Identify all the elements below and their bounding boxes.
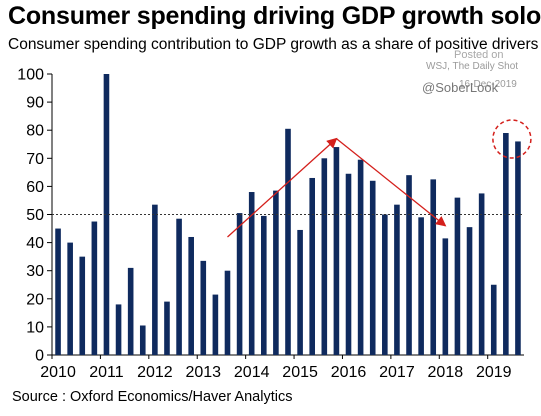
- bar: [188, 236, 194, 355]
- bar: [67, 242, 73, 355]
- y-tick-label: 80: [26, 123, 44, 140]
- bar: [115, 304, 122, 355]
- bar: [79, 256, 86, 355]
- bar: [236, 213, 243, 355]
- x-tick-label: 2014: [234, 364, 270, 381]
- bar: [273, 190, 279, 355]
- x-tick-label: 2012: [137, 364, 173, 381]
- y-tick-label: 40: [26, 235, 44, 252]
- bar: [176, 218, 182, 355]
- y-tick-label: 10: [26, 319, 44, 336]
- bar: [490, 284, 497, 355]
- bar: [309, 177, 316, 355]
- bar: [212, 294, 219, 355]
- bar: [164, 301, 170, 355]
- x-tick-label: 2015: [282, 364, 318, 381]
- x-tick-label: 2018: [428, 364, 464, 381]
- x-tick-label: 2017: [379, 364, 415, 381]
- y-tick-label: 20: [26, 291, 44, 308]
- bar: [321, 158, 328, 355]
- watermark-publisher: WSJ, The Daily Shot: [426, 61, 519, 72]
- bar: [200, 260, 207, 355]
- bar: [357, 159, 364, 355]
- bar: [91, 221, 98, 355]
- x-tick-label: 2016: [331, 364, 367, 381]
- chart-title: Consumer spending driving GDP growth sol…: [8, 2, 541, 30]
- bar: [345, 173, 352, 355]
- bar: [297, 229, 303, 355]
- y-tick-label: 50: [26, 207, 44, 224]
- bar: [333, 147, 340, 355]
- bar: [478, 193, 485, 355]
- highlight-circle: [492, 119, 532, 159]
- x-tick-label: 2011: [89, 364, 124, 381]
- bar: [442, 238, 449, 355]
- author-handle: @SoberLook: [422, 80, 499, 95]
- bar: [466, 227, 473, 355]
- x-tick-label: 2019: [476, 364, 512, 381]
- bar: [406, 175, 412, 355]
- bar: [103, 74, 110, 355]
- chart-subtitle: Consumer spending contribution to GDP gr…: [8, 36, 539, 53]
- bar: [430, 179, 437, 355]
- watermark-posted: Posted on: [454, 49, 504, 61]
- watermark-date: 16-Dec-2019: [459, 79, 517, 90]
- bar: [285, 128, 291, 355]
- source-note: Source : Oxford Economics/Haver Analytic…: [12, 389, 293, 405]
- y-tick-label: 0: [35, 348, 44, 365]
- bar: [55, 228, 61, 355]
- bar: [418, 217, 424, 355]
- x-tick-label: 2013: [185, 364, 221, 381]
- y-tick-label: 30: [26, 263, 44, 280]
- x-tick-label: 2010: [40, 364, 76, 381]
- trend-arrow: [336, 138, 447, 227]
- bar: [139, 325, 146, 355]
- bar: [260, 215, 267, 355]
- trend-arrow: [227, 137, 338, 238]
- bar: [127, 267, 134, 355]
- y-tick-label: 60: [26, 179, 44, 196]
- bar: [503, 133, 509, 355]
- bar: [454, 197, 461, 355]
- bar: [224, 270, 231, 355]
- bar: [382, 214, 388, 355]
- bar: [369, 180, 376, 355]
- y-tick-label: 90: [26, 95, 44, 112]
- bar: [394, 204, 400, 355]
- bar: [515, 141, 521, 355]
- y-tick-label: 70: [26, 151, 44, 168]
- bar: [152, 204, 158, 355]
- bar: [248, 192, 255, 355]
- y-tick-label: 100: [17, 67, 44, 84]
